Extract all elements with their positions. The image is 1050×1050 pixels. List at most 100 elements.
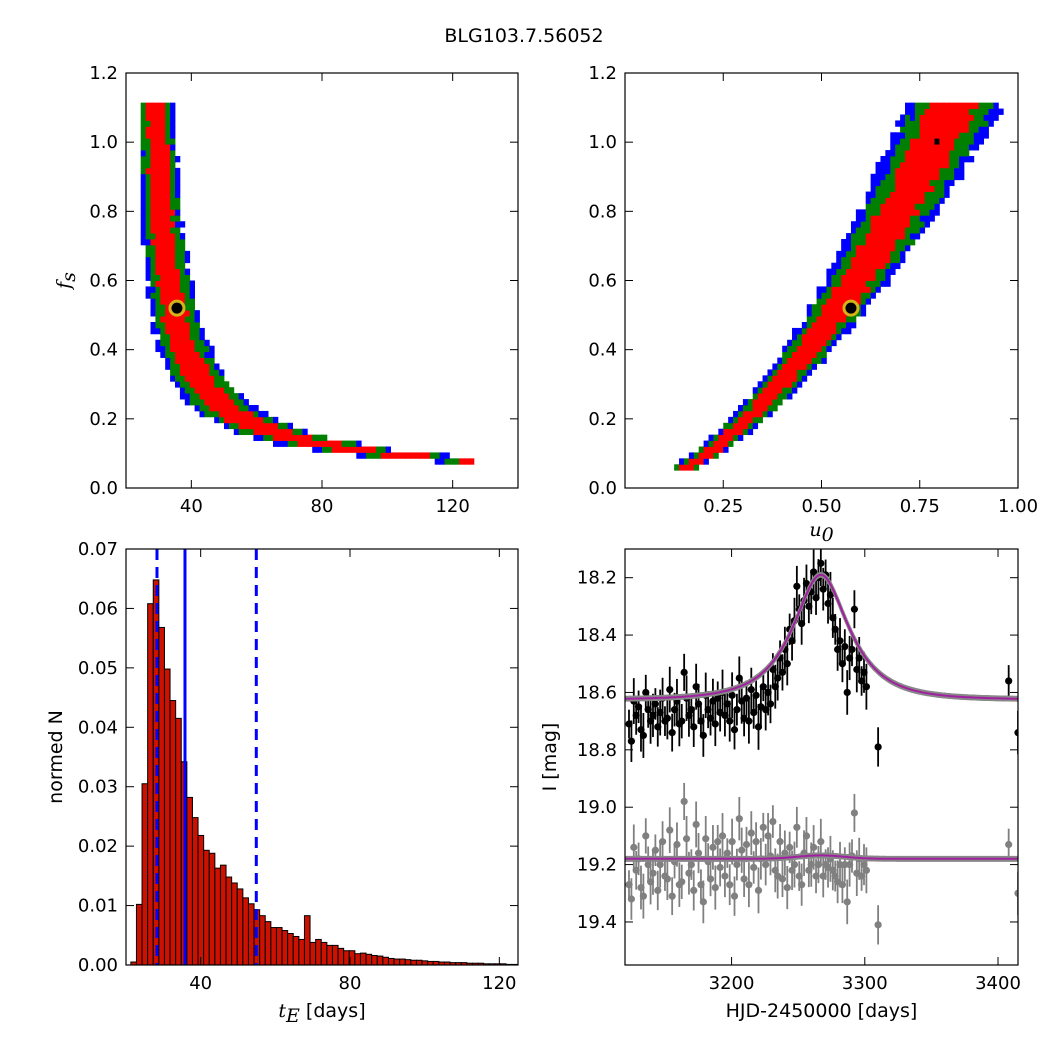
density-cell — [693, 452, 700, 459]
density-cell — [782, 351, 788, 358]
density-cell — [934, 197, 940, 204]
density-cell — [841, 327, 847, 335]
fs-vs-u0-panel: 0.25 0.50 0.75 1.000.00.20.40.60.81.01.2u0 — [588, 63, 1038, 546]
density-cell — [194, 363, 200, 370]
density-cell — [772, 405, 778, 412]
density-cell — [963, 150, 970, 157]
density-cell — [155, 126, 161, 133]
density-cell — [145, 250, 151, 258]
density-cell — [880, 280, 886, 287]
density-cell — [787, 339, 793, 347]
density-cell — [204, 369, 210, 376]
density-cell — [160, 280, 166, 287]
density-cell — [742, 399, 749, 406]
density-cell — [841, 292, 847, 299]
density-cell — [767, 369, 773, 376]
density-cell — [885, 239, 891, 246]
density-cell — [850, 244, 857, 252]
density-cell — [865, 227, 872, 234]
density-cell — [708, 434, 714, 441]
residual-point — [673, 840, 681, 849]
density-cell — [708, 440, 714, 447]
density-cell — [959, 173, 965, 181]
density-cell — [792, 381, 798, 388]
data-point — [802, 579, 811, 588]
density-cell — [331, 446, 338, 453]
density-cell — [885, 274, 891, 281]
density-cell — [895, 227, 901, 234]
density-cell — [703, 452, 709, 459]
density-cell — [469, 458, 475, 465]
density-cell — [949, 138, 955, 145]
density-cell — [155, 244, 161, 252]
density-cell — [983, 108, 989, 115]
density-cell — [944, 138, 950, 145]
density-cell — [737, 410, 744, 418]
residual-point — [651, 846, 659, 854]
density-cell — [860, 274, 867, 281]
density-cell — [238, 428, 244, 436]
density-cell — [175, 244, 181, 252]
density-cell — [184, 286, 191, 293]
density-cell — [811, 363, 817, 370]
density-cell — [145, 102, 151, 109]
density-cell — [160, 262, 166, 270]
density-cell — [914, 120, 921, 127]
density-cell — [170, 351, 176, 358]
density-cell — [806, 345, 813, 353]
density-cell — [900, 209, 906, 216]
density-cell — [924, 209, 930, 216]
density-cell — [189, 381, 195, 388]
density-cell — [855, 298, 862, 305]
density-cell — [934, 108, 940, 115]
density-cell — [287, 422, 293, 430]
density-cell — [880, 179, 886, 187]
density-cell — [160, 173, 166, 181]
density-cell — [870, 197, 876, 204]
density-cell — [175, 191, 181, 198]
histogram-bar — [197, 834, 205, 965]
residual-model-band — [625, 855, 1018, 862]
density-cell — [155, 262, 161, 270]
residual-point — [728, 838, 736, 846]
density-cell — [204, 363, 210, 370]
density-cell — [919, 191, 926, 198]
density-cell — [865, 274, 872, 281]
plot-area — [625, 549, 1018, 945]
density-cell — [189, 310, 195, 317]
density-cell — [777, 387, 783, 394]
density-cell — [155, 120, 161, 127]
density-cell — [155, 114, 161, 121]
density-cell — [782, 363, 788, 370]
density-cell — [890, 173, 896, 181]
density-cell — [801, 375, 808, 382]
density-cell — [954, 102, 960, 109]
histogram-bar — [175, 717, 182, 965]
density-cell — [238, 393, 244, 400]
density-cell — [405, 452, 411, 459]
residual-point — [730, 892, 739, 900]
density-cell — [170, 144, 176, 151]
density-cell — [919, 120, 926, 127]
histogram-bar — [298, 938, 305, 965]
density-cell — [194, 405, 200, 412]
x-axis-label-subscript: E — [285, 1005, 300, 1027]
density-cell — [816, 286, 822, 293]
density-cell — [836, 286, 842, 293]
density-cell — [228, 405, 235, 412]
histogram-bar — [208, 852, 216, 965]
density-cell — [875, 203, 881, 210]
y-axis-label-symbol: f — [53, 279, 75, 291]
density-cell — [179, 250, 186, 258]
density-cell — [757, 393, 763, 400]
density-cell — [880, 191, 886, 198]
density-cell — [963, 144, 970, 151]
density-cell — [170, 191, 176, 198]
density-cell — [846, 274, 852, 281]
density-cell — [145, 114, 151, 121]
density-cell — [170, 221, 176, 228]
density-cell — [934, 126, 940, 133]
density-cell — [905, 161, 911, 169]
residual-point — [793, 823, 801, 831]
residual-point — [1005, 840, 1013, 849]
